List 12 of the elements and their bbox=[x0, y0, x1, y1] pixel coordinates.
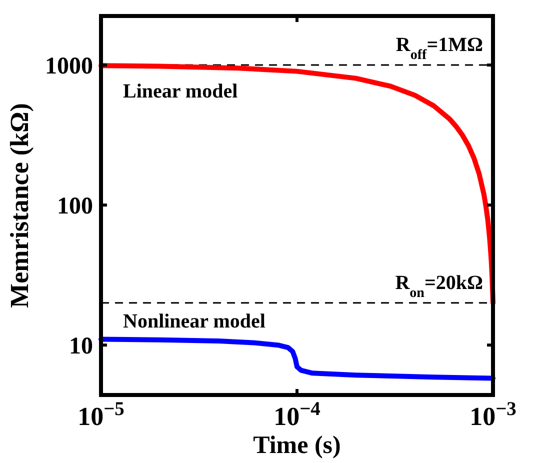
y-tick-label: 100 bbox=[57, 193, 93, 220]
x-tick-label: 10$^{−3}$ bbox=[470, 398, 517, 431]
x-axis-title: Time (s) bbox=[253, 432, 341, 459]
ref-line-label: R$_{on}$=20kΩ bbox=[395, 272, 483, 300]
x-tick-label: 10$^{−5}$ bbox=[78, 398, 125, 431]
y-axis-title: Memristance (kΩ) bbox=[5, 103, 34, 308]
y-tick-label: 10 bbox=[69, 333, 93, 360]
series-label: Nonlinear model bbox=[123, 310, 266, 332]
x-tick-label: 10$^{−4}$ bbox=[274, 398, 321, 431]
ref-line-label: R$_{off}$=1MΩ bbox=[396, 34, 483, 63]
y-tick-label: 1000 bbox=[45, 53, 93, 80]
series-label: Linear model bbox=[123, 80, 238, 103]
